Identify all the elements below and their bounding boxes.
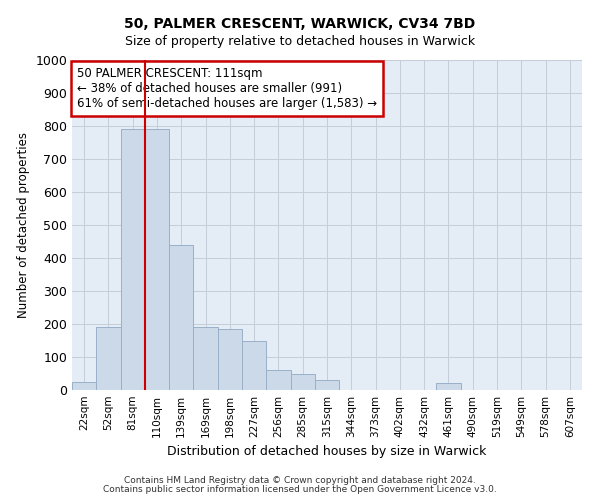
Bar xyxy=(72,382,96,390)
Bar xyxy=(169,245,193,390)
Bar xyxy=(145,130,169,390)
Bar xyxy=(436,384,461,390)
Bar xyxy=(315,380,339,390)
Text: 50, PALMER CRESCENT, WARWICK, CV34 7BD: 50, PALMER CRESCENT, WARWICK, CV34 7BD xyxy=(124,18,476,32)
Y-axis label: Number of detached properties: Number of detached properties xyxy=(17,132,30,318)
Bar xyxy=(193,328,218,390)
Bar xyxy=(266,370,290,390)
Bar xyxy=(96,328,121,390)
Text: 50 PALMER CRESCENT: 111sqm
← 38% of detached houses are smaller (991)
61% of sem: 50 PALMER CRESCENT: 111sqm ← 38% of deta… xyxy=(77,66,377,110)
Bar xyxy=(242,340,266,390)
Text: Size of property relative to detached houses in Warwick: Size of property relative to detached ho… xyxy=(125,35,475,48)
Text: Contains HM Land Registry data © Crown copyright and database right 2024.: Contains HM Land Registry data © Crown c… xyxy=(124,476,476,485)
Bar xyxy=(290,374,315,390)
X-axis label: Distribution of detached houses by size in Warwick: Distribution of detached houses by size … xyxy=(167,446,487,458)
Text: Contains public sector information licensed under the Open Government Licence v3: Contains public sector information licen… xyxy=(103,485,497,494)
Bar xyxy=(121,130,145,390)
Bar xyxy=(218,329,242,390)
